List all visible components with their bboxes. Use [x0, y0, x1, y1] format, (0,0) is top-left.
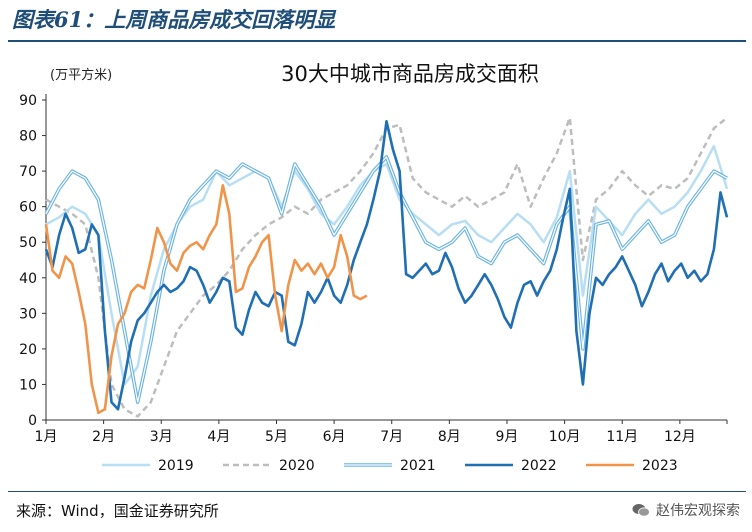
y-tick-label: 80 [19, 129, 37, 145]
y-tick-label: 50 [19, 235, 37, 251]
x-tick-label: 3月 [150, 429, 173, 445]
y-tick-label: 20 [19, 342, 37, 358]
chart-axes: 0 10 20 30 40 50 60 70 80 90 1月 2月 3月 4月 5月 6月 7月 8月 9月 10月… [19, 93, 728, 445]
x-tick-label: 7月 [380, 429, 403, 445]
series-2023-line [44, 184, 368, 415]
series-2021-line [44, 155, 728, 404]
x-tick-label: 12月 [664, 429, 696, 445]
y-axis-unit-label: (万平方米) [50, 68, 113, 83]
source-note: 来源：Wind，国金证券研究所 [16, 502, 219, 520]
y-tick-label: 30 [19, 306, 37, 322]
figure-title: 图表61：上周商品房成交回落明显 [12, 7, 336, 32]
x-tick-label: 10月 [549, 429, 581, 445]
legend-2023-label: 2023 [642, 458, 678, 474]
series-2019-line [45, 144, 729, 386]
y-tick-label: 40 [19, 271, 37, 287]
y-tick-label: 0 [28, 413, 37, 429]
y-tick-label: 60 [19, 200, 37, 216]
y-tick-label: 10 [19, 377, 37, 393]
series-2022-line [44, 120, 729, 411]
legend-2022-label: 2022 [521, 458, 557, 474]
wechat-icon [632, 504, 650, 517]
watermark-text: 赵伟宏观探索 [656, 503, 740, 519]
watermark: 赵伟宏观探索 [632, 500, 740, 520]
legend-2020-label: 2020 [279, 458, 315, 474]
source-rule [8, 491, 746, 492]
x-tick-label: 1月 [35, 429, 58, 445]
x-tick-label: 2月 [92, 429, 115, 445]
chart-title: 30大中城市商品房成交面积 [281, 62, 539, 86]
y-tick-label: 70 [19, 164, 37, 180]
y-tick-label: 90 [19, 93, 37, 109]
x-tick-label: 4月 [207, 429, 230, 445]
x-tick-label: 6月 [323, 429, 346, 445]
x-tick-label: 8月 [438, 429, 461, 445]
title-rule [8, 40, 746, 42]
x-tick-label: 11月 [606, 429, 638, 445]
legend-2021-label: 2021 [400, 458, 436, 474]
x-tick-label: 9月 [496, 429, 519, 445]
chart-legend: 2019 2020 2021 2022 2023 [102, 458, 678, 474]
x-tick-label: 5月 [265, 429, 288, 445]
legend-2019-label: 2019 [158, 458, 194, 474]
series-2021-line-inner [45, 156, 728, 403]
series-layer [44, 116, 729, 418]
